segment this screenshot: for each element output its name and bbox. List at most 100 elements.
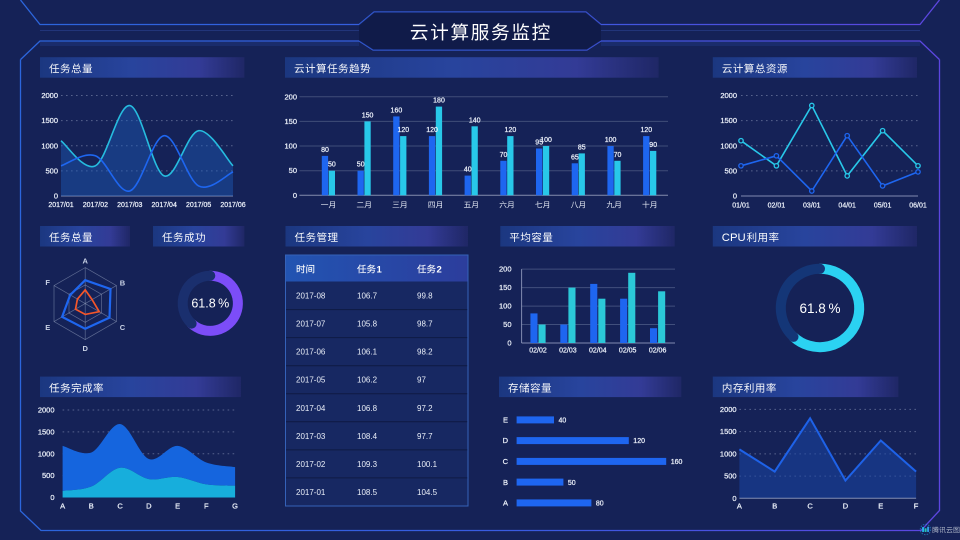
svg-text:200: 200: [499, 265, 512, 274]
svg-text:120: 120: [633, 438, 645, 445]
svg-text:G: G: [232, 501, 238, 510]
svg-text:120: 120: [426, 127, 438, 134]
svg-text:2017-05: 2017-05: [296, 376, 326, 385]
svg-text:2017-06: 2017-06: [296, 348, 326, 357]
svg-text:A: A: [737, 501, 742, 510]
svg-text:F: F: [45, 278, 50, 287]
svg-text:0: 0: [733, 192, 737, 201]
svg-text:95: 95: [535, 140, 543, 147]
svg-text:2017/03: 2017/03: [117, 202, 142, 209]
svg-text:2017-01: 2017-01: [296, 488, 326, 497]
svg-text:1000: 1000: [41, 141, 58, 150]
svg-text:2017/02: 2017/02: [83, 202, 108, 209]
svg-text:120: 120: [640, 127, 652, 134]
svg-text:1000: 1000: [720, 141, 737, 150]
svg-text:E: E: [878, 501, 883, 510]
svg-text:01/01: 01/01: [732, 202, 750, 209]
svg-text:80: 80: [596, 501, 604, 508]
svg-text:97.2: 97.2: [417, 404, 433, 413]
svg-text:40: 40: [464, 167, 472, 174]
svg-text:C: C: [503, 457, 509, 466]
svg-text:2017-04: 2017-04: [296, 404, 326, 413]
svg-text:109.3: 109.3: [357, 460, 378, 469]
svg-text:2000: 2000: [720, 91, 737, 100]
svg-text:A: A: [82, 256, 88, 265]
svg-text:E: E: [45, 323, 50, 332]
svg-text:1500: 1500: [720, 116, 737, 125]
svg-text:02/03: 02/03: [559, 348, 577, 355]
svg-text:A: A: [503, 499, 508, 508]
svg-text:85: 85: [578, 144, 586, 151]
svg-text:0: 0: [50, 493, 54, 502]
svg-text:CPU: CPU: [722, 232, 746, 244]
svg-text:160: 160: [671, 459, 683, 466]
svg-text:F: F: [204, 501, 209, 510]
svg-text:100: 100: [284, 142, 297, 151]
svg-text:2000: 2000: [41, 91, 58, 100]
svg-text:50: 50: [503, 320, 511, 329]
svg-text:98.2: 98.2: [417, 348, 433, 357]
svg-text:50: 50: [568, 480, 576, 487]
svg-text:80: 80: [321, 147, 329, 154]
svg-text:1000: 1000: [38, 449, 55, 458]
svg-text:150: 150: [499, 283, 512, 292]
svg-text:05/01: 05/01: [874, 202, 892, 209]
svg-text:2017-02: 2017-02: [296, 460, 326, 469]
svg-text:120: 120: [397, 127, 409, 134]
svg-text:D: D: [146, 501, 152, 510]
svg-text:2017-07: 2017-07: [296, 320, 326, 329]
svg-text:0: 0: [54, 192, 58, 201]
svg-text:100: 100: [605, 137, 617, 144]
svg-text:100: 100: [499, 302, 512, 311]
svg-text:97.7: 97.7: [417, 432, 433, 441]
svg-text:70: 70: [500, 152, 508, 159]
svg-text:106.2: 106.2: [357, 376, 378, 385]
svg-text:160: 160: [391, 107, 403, 114]
svg-text:1000: 1000: [720, 450, 737, 459]
svg-text:F: F: [914, 501, 919, 510]
svg-text:D: D: [82, 344, 88, 353]
svg-text:1500: 1500: [720, 427, 737, 436]
svg-text:99.8: 99.8: [417, 292, 433, 301]
svg-text:2000: 2000: [720, 405, 737, 414]
svg-text:C: C: [117, 501, 123, 510]
svg-text:1: 1: [377, 265, 383, 276]
svg-text:500: 500: [42, 471, 55, 480]
svg-text:B: B: [772, 501, 777, 510]
svg-text:500: 500: [45, 167, 58, 176]
svg-text:0: 0: [293, 191, 297, 200]
svg-text:90: 90: [649, 142, 657, 149]
svg-text:106.1: 106.1: [357, 348, 378, 357]
svg-text:120: 120: [505, 127, 517, 134]
svg-text:2000: 2000: [38, 406, 55, 415]
svg-text:2017/05: 2017/05: [186, 202, 211, 209]
svg-text:A: A: [60, 501, 65, 510]
svg-text:2017/01: 2017/01: [48, 202, 73, 209]
svg-text:03/01: 03/01: [803, 202, 821, 209]
svg-text:61.8 %: 61.8 %: [800, 301, 841, 316]
svg-text:100: 100: [540, 137, 552, 144]
svg-text:2017-03: 2017-03: [296, 432, 326, 441]
svg-text:B: B: [120, 278, 126, 287]
svg-text:06/01: 06/01: [909, 202, 927, 209]
svg-text:500: 500: [724, 472, 737, 481]
svg-text:100.1: 100.1: [417, 460, 438, 469]
svg-text:200: 200: [284, 92, 297, 101]
svg-text:50: 50: [289, 166, 297, 175]
svg-text:C: C: [807, 501, 813, 510]
svg-text:65: 65: [571, 154, 579, 161]
svg-text:1500: 1500: [41, 116, 58, 125]
svg-text:70: 70: [614, 152, 622, 159]
svg-text:02/06: 02/06: [649, 348, 667, 355]
svg-text:140: 140: [469, 117, 481, 124]
svg-text:150: 150: [362, 112, 374, 119]
svg-text:E: E: [503, 416, 508, 425]
svg-text:180: 180: [433, 98, 445, 105]
svg-text:02/05: 02/05: [619, 348, 637, 355]
svg-text:106.8: 106.8: [357, 404, 378, 413]
svg-text:02/02: 02/02: [529, 348, 547, 355]
svg-text:150: 150: [284, 117, 297, 126]
svg-text:0: 0: [507, 339, 511, 348]
svg-text:02/01: 02/01: [768, 202, 786, 209]
svg-text:C: C: [120, 323, 126, 332]
